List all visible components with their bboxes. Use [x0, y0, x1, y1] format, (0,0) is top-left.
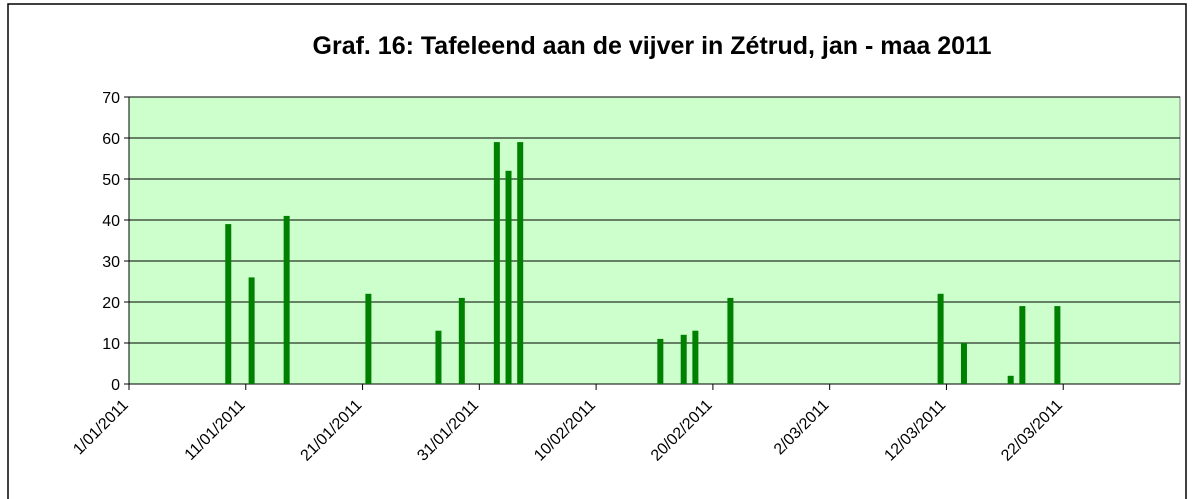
bar [937, 293, 944, 384]
bar [365, 293, 372, 384]
bar [1007, 375, 1014, 384]
bar [225, 224, 232, 384]
bar [1019, 306, 1026, 384]
bar [435, 330, 442, 384]
plot-area [128, 96, 1181, 385]
chart-title: Graf. 16: Tafeleend aan de vijver in Zét… [313, 32, 992, 60]
y-tick-label: 0 [111, 377, 120, 394]
bar [505, 170, 512, 384]
y-tick-label: 60 [102, 131, 120, 148]
y-tick-label: 70 [102, 90, 120, 107]
bar [960, 343, 967, 384]
bar [248, 277, 255, 384]
bar [727, 297, 734, 384]
y-tick-label: 40 [102, 213, 120, 230]
bar [517, 142, 524, 384]
bar [680, 334, 687, 384]
y-tick-label: 50 [102, 172, 120, 189]
y-tick-label: 10 [102, 336, 120, 353]
bar [1054, 306, 1061, 384]
bar [458, 297, 465, 384]
y-tick-label: 30 [102, 254, 120, 271]
bar [657, 338, 664, 384]
bar [493, 142, 500, 384]
bar [692, 330, 699, 384]
y-tick-label: 20 [102, 295, 120, 312]
bar [283, 215, 290, 384]
